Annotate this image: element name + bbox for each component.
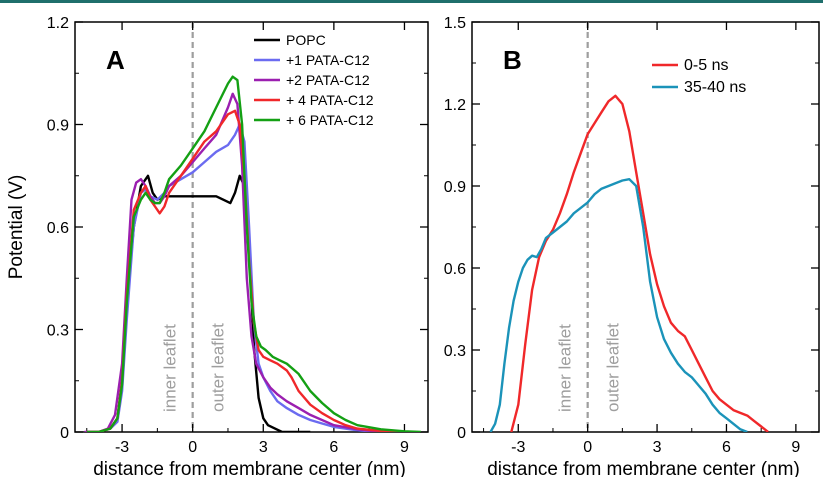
inner-leaflet-label: inner leaflet (161, 324, 180, 412)
legend-label: +1 PATA-C12 (286, 52, 370, 68)
x-axis-label: distance from membrane center (nm) (487, 459, 800, 477)
x-tick-label: 3 (259, 439, 268, 456)
y-tick-label: 0 (60, 425, 69, 442)
x-axis-label: distance from membrane center (nm) (93, 459, 406, 477)
y-tick-label: 0 (457, 425, 466, 442)
panel-letter: A (106, 45, 125, 75)
outer-leaflet-label: outer leaflet (604, 323, 623, 412)
series-line-1-pata-c12 (86, 123, 381, 432)
x-tick-label: 9 (791, 439, 800, 456)
header-bar (0, 0, 823, 3)
legend-label: + 6 PATA-C12 (286, 112, 374, 128)
x-tick-label: 3 (653, 439, 662, 456)
x-tick-label: -3 (115, 439, 129, 456)
y-tick-label: 0.9 (47, 118, 69, 135)
panel-letter: B (503, 45, 522, 75)
y-tick-label: 0.3 (47, 323, 69, 340)
y-tick-label: 0.6 (444, 261, 466, 278)
x-tick-label: 6 (329, 439, 338, 456)
series-line-6-pata-c12 (86, 75, 421, 432)
y-tick-label: 0.3 (444, 343, 466, 360)
series-line-35-40-ns (489, 177, 748, 432)
series-group (489, 94, 769, 432)
x-tick-label: 6 (722, 439, 731, 456)
panel-a: -3 0 3 6 9 0 0.3 0.6 0.9 1.2 POPC +1 PATA-C12 +2 PAT… (6, 15, 429, 477)
legend-label: 35-40 ns (684, 79, 746, 96)
y-tick-label: 0.6 (47, 220, 69, 237)
legend-label: POPC (286, 32, 326, 48)
plot-frame (74, 21, 429, 433)
series-group (84, 75, 421, 432)
series-line-4-pata-c12 (86, 109, 405, 432)
y-tick-label: 1.2 (444, 97, 466, 114)
x-tick-label: 9 (400, 439, 409, 456)
y-tick-label: 1.2 (47, 15, 69, 32)
y-axis-label: Potential (V) (6, 175, 27, 280)
y-tick-label: 0.9 (444, 179, 466, 196)
legend-label: 0-5 ns (684, 57, 728, 74)
inner-leaflet-label: inner leaflet (556, 324, 575, 412)
x-tick-label: -3 (511, 439, 525, 456)
x-tick-label: 0 (583, 439, 592, 456)
outer-leaflet-label: outer leaflet (209, 323, 228, 412)
legend-label: + 4 PATA-C12 (286, 92, 374, 108)
y-tick-label: 1.5 (444, 15, 466, 32)
panel-b: -3 0 3 6 9 0 0.3 0.6 0.9 1.2 1.5 0-5 ns 35-40 ns Binn… (444, 15, 820, 477)
series-line-0-5-ns (510, 94, 769, 432)
series-line-2-pata-c12 (84, 92, 382, 432)
legend-label: +2 PATA-C12 (286, 72, 370, 88)
x-tick-label: 0 (188, 439, 197, 456)
